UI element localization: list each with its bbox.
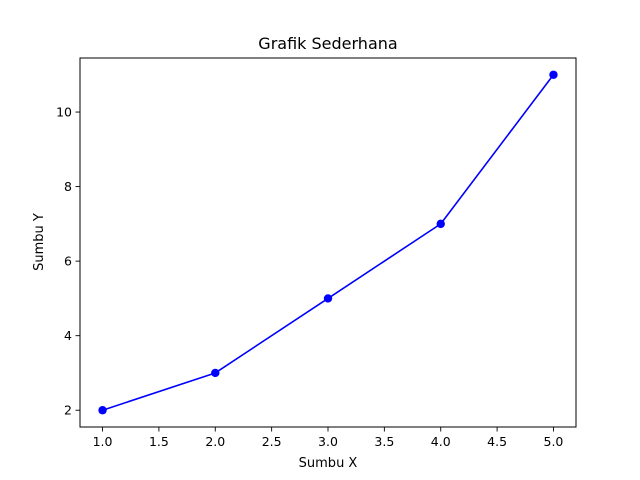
- y-tick-label: 6: [64, 254, 72, 269]
- data-point: [549, 70, 558, 79]
- series-layer: [98, 70, 558, 415]
- y-tick-label: 10: [56, 105, 72, 120]
- x-tick-label: 4.5: [487, 434, 507, 449]
- x-tick-label: 5.0: [544, 434, 564, 449]
- chart-title: Grafik Sederhana: [258, 34, 397, 53]
- data-point: [98, 406, 107, 415]
- y-axis-label: Sumbu Y: [32, 213, 47, 271]
- x-tick-label: 2.5: [262, 434, 282, 449]
- x-axis-label: Sumbu X: [299, 456, 358, 471]
- y-axis-ticks: 2 4 6 8 10: [56, 105, 80, 418]
- plot-frame: [79, 57, 577, 428]
- y-tick-label: 2: [64, 403, 72, 418]
- x-axis-ticks: 1.0 1.5 2.0 2.5 3.0 3.5 4.0 4.5 5.0: [93, 427, 564, 449]
- x-tick-label: 2.0: [205, 434, 225, 449]
- x-tick-label: 3.5: [374, 434, 394, 449]
- data-point: [211, 368, 220, 378]
- x-tick-label: 1.5: [149, 434, 169, 449]
- x-tick-label: 4.0: [431, 434, 451, 449]
- data-point: [436, 219, 445, 229]
- x-tick-label: 1.0: [93, 434, 113, 449]
- x-tick-label: 3.0: [318, 434, 338, 449]
- y-tick-label: 4: [64, 328, 72, 343]
- data-point: [323, 294, 333, 303]
- y-tick-label: 8: [64, 179, 72, 194]
